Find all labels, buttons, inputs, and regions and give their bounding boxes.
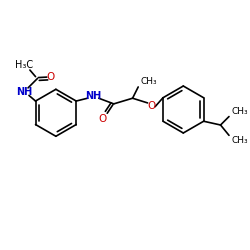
Text: H₃C: H₃C (15, 60, 33, 70)
Text: NH: NH (16, 87, 32, 97)
Text: O: O (147, 101, 156, 111)
Text: O: O (46, 72, 55, 82)
Text: CH₃: CH₃ (232, 107, 248, 116)
Text: CH₃: CH₃ (140, 77, 157, 86)
Text: CH₃: CH₃ (232, 136, 248, 144)
Text: O: O (98, 114, 107, 124)
Text: NH: NH (85, 91, 101, 101)
